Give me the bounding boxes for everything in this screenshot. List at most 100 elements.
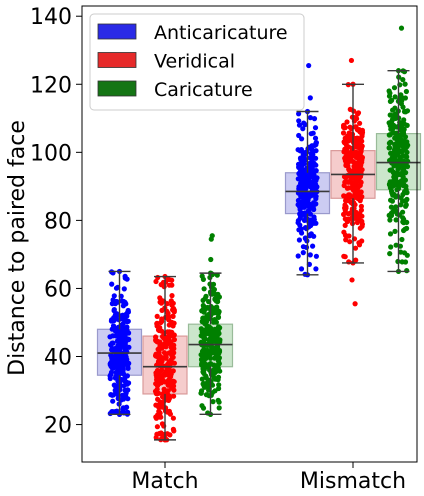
point-anticaricature xyxy=(306,193,311,198)
point-veridical xyxy=(159,308,164,313)
point-veridical xyxy=(157,342,162,347)
point-anticaricature xyxy=(126,366,131,371)
point-anticaricature xyxy=(299,181,304,186)
point-anticaricature xyxy=(314,194,319,199)
point-caricature xyxy=(403,82,408,87)
point-caricature xyxy=(389,167,394,172)
x-tick-label: Match xyxy=(131,469,198,494)
point-anticaricature xyxy=(122,286,127,291)
point-caricature xyxy=(203,306,208,311)
point-caricature xyxy=(392,131,397,136)
outlier-point xyxy=(308,95,313,100)
legend-swatch xyxy=(98,53,136,68)
point-veridical xyxy=(344,161,349,166)
point-veridical xyxy=(170,307,175,312)
point-anticaricature xyxy=(307,202,312,207)
point-caricature xyxy=(217,294,222,299)
point-caricature xyxy=(202,286,207,291)
point-veridical xyxy=(355,139,360,144)
point-anticaricature xyxy=(298,173,303,178)
point-caricature xyxy=(401,220,406,225)
point-veridical xyxy=(351,109,356,114)
point-anticaricature xyxy=(298,157,303,162)
point-anticaricature xyxy=(124,354,129,359)
point-anticaricature xyxy=(299,266,304,271)
point-anticaricature xyxy=(110,399,115,404)
point-veridical xyxy=(168,374,173,379)
point-veridical xyxy=(168,340,173,345)
point-veridical xyxy=(358,179,363,184)
point-anticaricature xyxy=(312,168,317,173)
point-caricature xyxy=(217,400,222,405)
legend: AnticaricatureVeridicalCaricature xyxy=(90,14,304,110)
point-veridical xyxy=(166,317,171,322)
point-caricature xyxy=(388,231,393,236)
point-veridical xyxy=(153,353,158,358)
point-anticaricature xyxy=(296,118,301,123)
point-caricature xyxy=(392,85,397,90)
point-veridical xyxy=(358,151,363,156)
point-caricature xyxy=(388,244,393,249)
outlier-point xyxy=(349,277,354,282)
point-caricature xyxy=(403,95,408,100)
point-veridical xyxy=(155,424,160,429)
point-anticaricature xyxy=(110,327,115,332)
point-veridical xyxy=(171,388,176,393)
x-tick-label: Mismatch xyxy=(300,469,406,494)
point-anticaricature xyxy=(308,223,313,228)
point-veridical xyxy=(160,374,165,379)
point-anticaricature xyxy=(301,244,306,249)
point-caricature xyxy=(392,229,397,234)
legend-label: Veridical xyxy=(154,51,235,73)
outlier-point xyxy=(306,63,311,68)
point-veridical xyxy=(341,230,346,235)
point-veridical xyxy=(156,359,161,364)
point-veridical xyxy=(171,427,176,432)
point-caricature xyxy=(404,89,409,94)
point-anticaricature xyxy=(312,143,317,148)
point-anticaricature xyxy=(110,346,115,351)
point-caricature xyxy=(388,112,393,117)
point-veridical xyxy=(167,283,172,288)
point-caricature xyxy=(207,324,212,329)
point-anticaricature xyxy=(313,125,318,130)
point-anticaricature xyxy=(302,205,307,210)
point-caricature xyxy=(387,88,392,93)
point-anticaricature xyxy=(304,226,309,231)
point-veridical xyxy=(166,388,171,393)
point-veridical xyxy=(355,220,360,225)
point-caricature xyxy=(387,217,392,222)
point-anticaricature xyxy=(125,396,130,401)
point-veridical xyxy=(342,183,347,188)
point-veridical xyxy=(352,180,357,185)
point-caricature xyxy=(211,375,216,380)
point-anticaricature xyxy=(310,147,315,152)
point-veridical xyxy=(155,314,160,319)
point-veridical xyxy=(358,157,363,162)
point-anticaricature xyxy=(309,131,314,136)
point-veridical xyxy=(344,143,349,148)
outlier-point xyxy=(349,58,354,63)
point-anticaricature xyxy=(123,274,128,279)
point-veridical xyxy=(160,421,165,426)
point-anticaricature xyxy=(313,266,318,271)
point-caricature xyxy=(397,156,402,161)
point-anticaricature xyxy=(109,364,114,369)
point-anticaricature xyxy=(309,231,314,236)
point-anticaricature xyxy=(314,254,319,259)
point-anticaricature xyxy=(301,250,306,255)
point-caricature xyxy=(209,393,214,398)
point-anticaricature xyxy=(313,136,318,141)
legend-label: Caricature xyxy=(154,79,253,101)
point-caricature xyxy=(403,109,408,114)
point-veridical xyxy=(347,239,352,244)
point-veridical xyxy=(171,394,176,399)
point-caricature xyxy=(390,199,395,204)
point-caricature xyxy=(212,291,217,296)
point-caricature xyxy=(212,334,217,339)
point-caricature xyxy=(201,381,206,386)
point-caricature xyxy=(402,142,407,147)
point-caricature xyxy=(199,403,204,408)
point-caricature xyxy=(389,98,394,103)
